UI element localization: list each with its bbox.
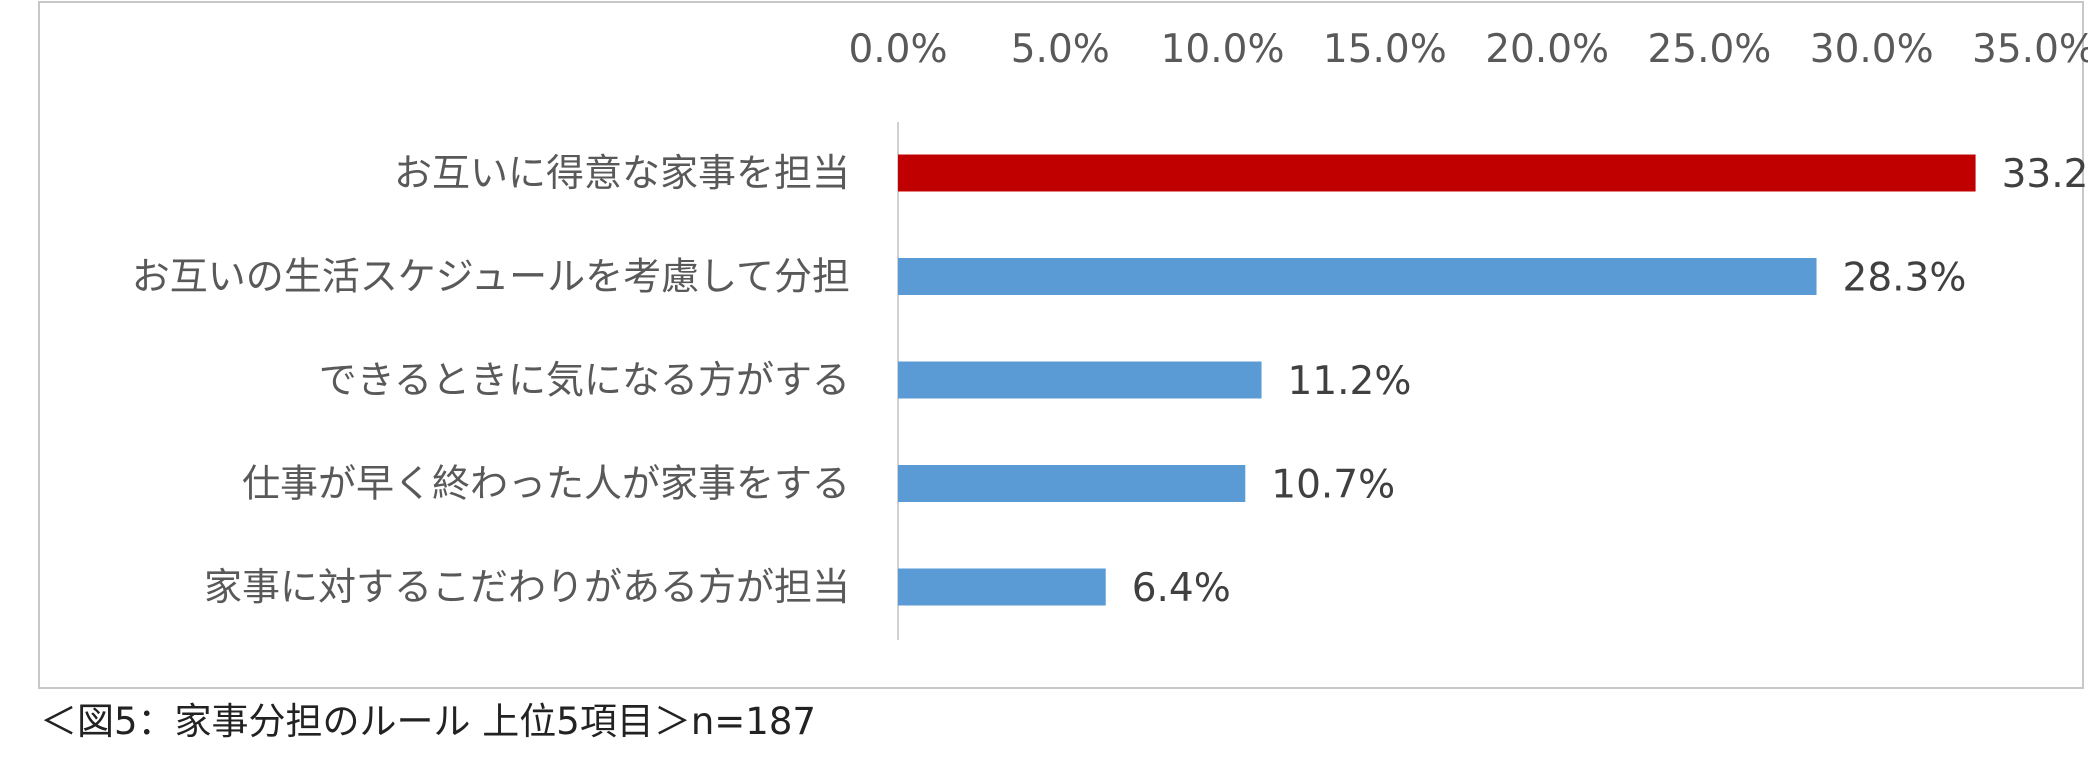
category-label: 家事に対するこだわりがある方が担当 <box>204 565 850 609</box>
category-label: お互いの生活スケジュールを考慮して分担 <box>132 255 850 299</box>
x-tick-label: 30.0% <box>1810 27 1934 72</box>
x-tick-label: 10.0% <box>1161 27 1285 72</box>
category-label: 仕事が早く終わった人が家事をする <box>242 462 850 506</box>
x-tick-label: 0.0% <box>848 27 947 72</box>
bar <box>898 258 1817 295</box>
category-labels: お互いに得意な家事を担当お互いの生活スケジュールを考慮して分担できるときに気にな… <box>132 151 850 609</box>
x-axis-ticks: 0.0% 5.0% 10.0% 15.0% 20.0% 25.0% 30.0% 35.0% <box>848 27 2088 72</box>
bar <box>898 154 1976 192</box>
bar <box>898 465 1246 502</box>
bar <box>898 361 1262 399</box>
x-tick-label: 25.0% <box>1647 27 1771 72</box>
x-tick-label: 15.0% <box>1323 27 1447 72</box>
bars <box>898 154 1976 606</box>
data-label: 28.3% <box>1843 256 1967 301</box>
category-label: お互いに得意な家事を担当 <box>394 151 850 195</box>
data-label: 11.2% <box>1288 359 1412 404</box>
data-label: 6.4% <box>1132 566 1231 611</box>
x-tick-label: 20.0% <box>1485 27 1609 72</box>
data-label: 10.7% <box>1271 463 1395 508</box>
x-tick-label: 5.0% <box>1011 27 1110 72</box>
x-tick-label: 35.0% <box>1972 27 2088 72</box>
bar <box>898 568 1106 606</box>
bar-chart: 0.0% 5.0% 10.0% 15.0% 20.0% 25.0% 30.0% 35.0% お… <box>132 27 2088 640</box>
value-labels: 33.2% 28.3% 11.2% 10.7% 6.4% <box>1132 152 2088 611</box>
figure-caption: ＜図5：家事分担のルール 上位5項目＞n=187 <box>40 700 816 743</box>
data-label: 33.2% <box>2002 152 2088 197</box>
category-label: できるときに気になる方がする <box>319 358 850 402</box>
